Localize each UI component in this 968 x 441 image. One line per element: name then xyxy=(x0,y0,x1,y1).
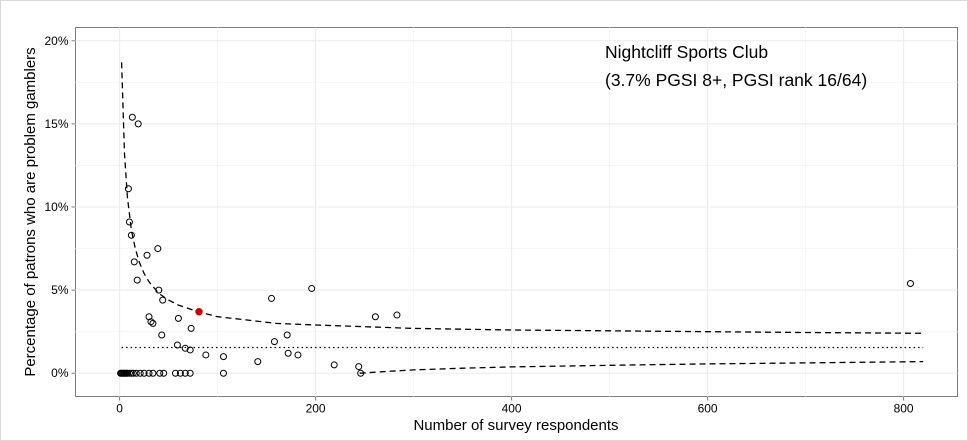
data-point xyxy=(176,369,184,377)
data-point xyxy=(308,284,316,292)
data-point xyxy=(371,313,379,321)
data-point xyxy=(393,311,401,319)
data-point xyxy=(133,276,141,284)
data-point xyxy=(268,294,275,302)
data-point xyxy=(130,258,138,266)
data-point xyxy=(171,369,179,377)
y-tick-label: 15% xyxy=(44,117,68,131)
data-point xyxy=(155,286,163,294)
data-point xyxy=(270,338,278,346)
minor-gridlines xyxy=(75,27,958,397)
plot-panel xyxy=(75,27,958,397)
data-point xyxy=(156,369,164,377)
data-point xyxy=(127,231,135,239)
data-point xyxy=(202,351,210,359)
data-point xyxy=(186,369,194,377)
data-point xyxy=(134,120,142,128)
data-point xyxy=(357,369,365,377)
data-point xyxy=(143,251,151,259)
y-tick-label: 5% xyxy=(51,283,69,297)
data-point xyxy=(284,349,292,357)
data-point xyxy=(181,369,189,377)
y-tick-label: 10% xyxy=(44,200,68,214)
data-point xyxy=(330,361,338,369)
x-tick-label: 600 xyxy=(698,402,718,416)
data-point xyxy=(132,369,140,377)
x-tick-label: 400 xyxy=(502,402,522,416)
data-point xyxy=(294,351,302,359)
data-point xyxy=(174,314,182,322)
x-axis-title: Number of survey respondents xyxy=(413,417,618,434)
data-point xyxy=(127,369,135,377)
data-point xyxy=(283,331,291,339)
data-point xyxy=(145,369,153,377)
points-layer xyxy=(117,113,914,377)
data-point xyxy=(140,369,148,377)
data-point xyxy=(125,369,133,377)
data-point xyxy=(181,344,189,352)
data-point xyxy=(186,346,194,354)
data-point xyxy=(128,113,136,121)
x-tick-label: 0 xyxy=(116,402,123,416)
major-gridlines xyxy=(75,27,958,397)
data-point xyxy=(136,369,144,377)
data-point xyxy=(149,319,157,327)
highlighted-point xyxy=(195,308,203,316)
data-point xyxy=(906,279,914,287)
data-point xyxy=(154,245,162,253)
data-point xyxy=(124,185,132,193)
data-point xyxy=(219,353,227,361)
data-point xyxy=(187,324,195,332)
y-tick-label: 0% xyxy=(51,366,69,380)
data-point xyxy=(355,363,363,371)
data-point xyxy=(254,358,262,366)
x-tick-label: 800 xyxy=(894,402,914,416)
x-tick-label: 200 xyxy=(306,402,326,416)
axis-ticks: 0 200 400 600 800 0% 5% 10% 15% 20% xyxy=(44,34,913,416)
y-axis-title: Percentage of patrons who are problem ga… xyxy=(22,47,39,376)
data-point xyxy=(158,331,166,339)
data-point xyxy=(129,369,137,377)
data-point xyxy=(160,369,168,377)
data-point xyxy=(125,218,133,226)
data-point xyxy=(149,369,157,377)
data-point xyxy=(159,296,167,304)
annotation-line-2: (3.7% PGSI 8+, PGSI rank 16/64) xyxy=(605,70,867,90)
y-tick-label: 20% xyxy=(44,34,68,48)
funnel-lower-limit xyxy=(359,360,924,374)
annotation-line-1: Nightcliff Sports Club xyxy=(605,42,768,62)
data-point xyxy=(147,318,155,326)
data-point xyxy=(219,369,227,377)
data-point xyxy=(173,341,181,349)
